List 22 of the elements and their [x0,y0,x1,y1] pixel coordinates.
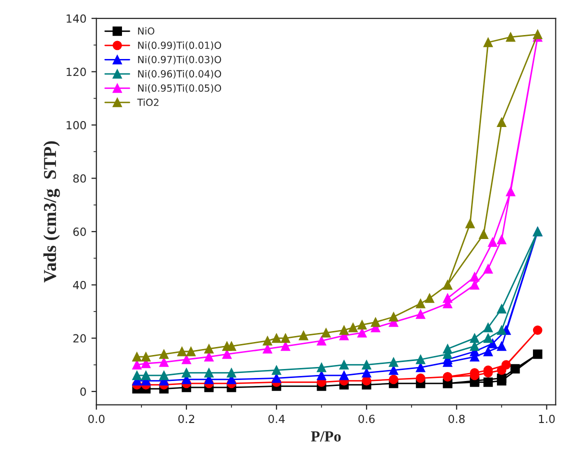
y-tick-label: 100 [66,120,86,130]
x-tick-label: 0.4 [268,414,285,424]
x-tick-label: 0.6 [358,414,375,424]
y-axis-title: Vads (cm3/g STP) [43,141,60,283]
x-axis-title: P/Po [311,431,341,442]
y-tick-label: 0 [80,387,86,396]
y-tick-label: 40 [73,280,86,290]
legend-label: Ni(0.96)Ti(0.04)O [138,70,222,79]
legend-label: Ni(0.97)Ti(0.03)O [138,56,222,64]
legend-label: NiO [138,27,154,35]
x-tick-label: 0.0 [88,414,104,424]
legend-label: Ni(0.99)Ti(0.01)O [138,41,222,50]
y-tick-label: 120 [66,68,86,76]
x-tick-label: 1.0 [539,414,555,424]
y-tick-label: 140 [66,14,86,23]
y-tick-label: 60 [73,228,86,236]
legend-label: TiO2 [137,98,158,106]
x-tick-label: 0.8 [448,414,465,424]
y-tick-label: 80 [73,174,86,183]
y-tick-label: 20 [73,334,86,343]
x-tick-label: 0.2 [178,414,194,424]
legend-label: Ni(0.95)Ti(0.05)O [138,84,222,93]
